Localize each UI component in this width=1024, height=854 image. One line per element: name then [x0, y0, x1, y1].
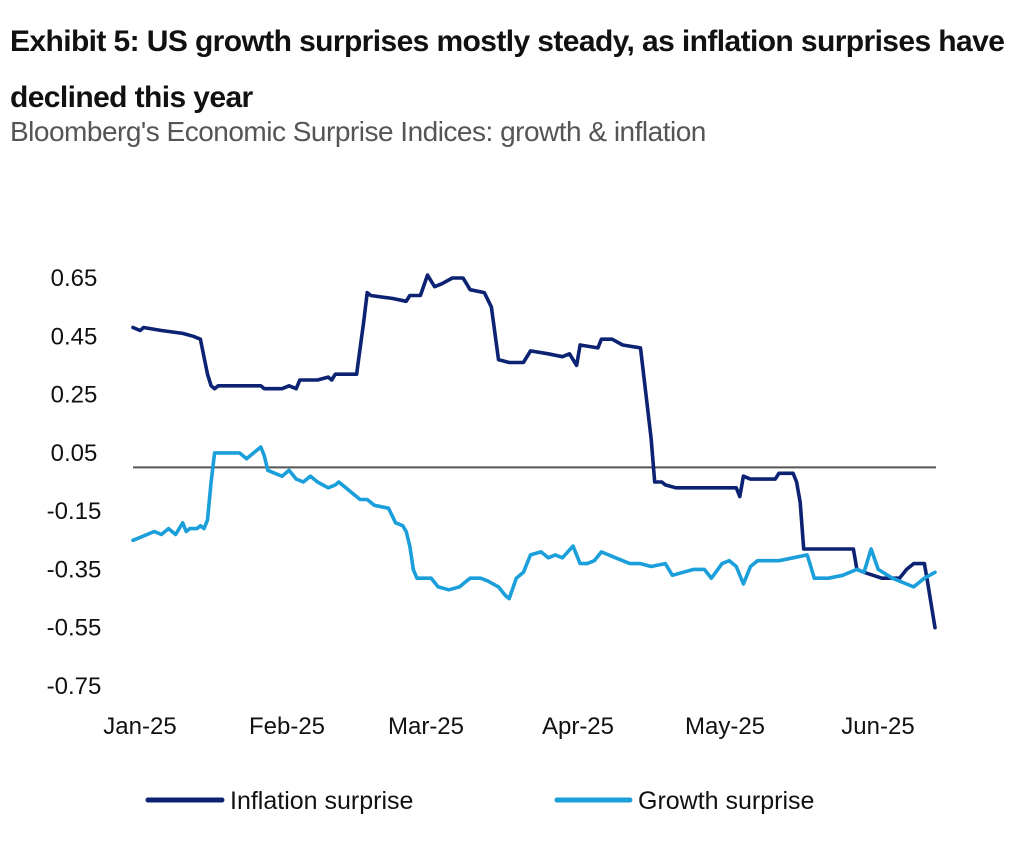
legend: Inflation surprise Growth surprise	[145, 787, 814, 815]
y-tick-label: -0.75	[47, 673, 102, 700]
y-tick-label: -0.55	[47, 615, 102, 642]
chart-subtitle: Bloomberg's Economic Surprise Indices: g…	[10, 116, 706, 147]
series-layer	[131, 273, 937, 630]
series-line-growth	[131, 445, 937, 601]
x-tick-label: Apr-25	[542, 713, 614, 740]
x-tick-label: Mar-25	[388, 713, 464, 740]
x-tick-label: May-25	[685, 713, 765, 740]
chart-title: Exhibit 5: US growth surprises mostly st…	[10, 25, 1005, 114]
y-tick-label: 0.45	[51, 323, 98, 350]
legend-label: Growth surprise	[638, 787, 814, 815]
x-axis-tick-labels: Jan-25 Feb-25 Mar-25 Apr-25 May-25 Jun-25	[103, 713, 914, 740]
x-tick-label: Feb-25	[249, 713, 325, 740]
y-tick-label: 0.65	[51, 265, 98, 292]
legend-label: Inflation surprise	[230, 787, 413, 815]
y-tick-label: 0.25	[51, 382, 98, 409]
y-axis-tick-labels: 0.65 0.45 0.25 0.05 -0.15 -0.35 -0.55 -0.75	[47, 265, 102, 700]
x-tick-label: Jan-25	[103, 713, 176, 740]
y-tick-label: -0.35	[47, 556, 102, 583]
y-tick-label: 0.05	[51, 440, 98, 467]
y-tick-label: -0.15	[47, 498, 102, 525]
x-tick-label: Jun-25	[841, 713, 914, 740]
series-line-inflation	[131, 273, 937, 630]
